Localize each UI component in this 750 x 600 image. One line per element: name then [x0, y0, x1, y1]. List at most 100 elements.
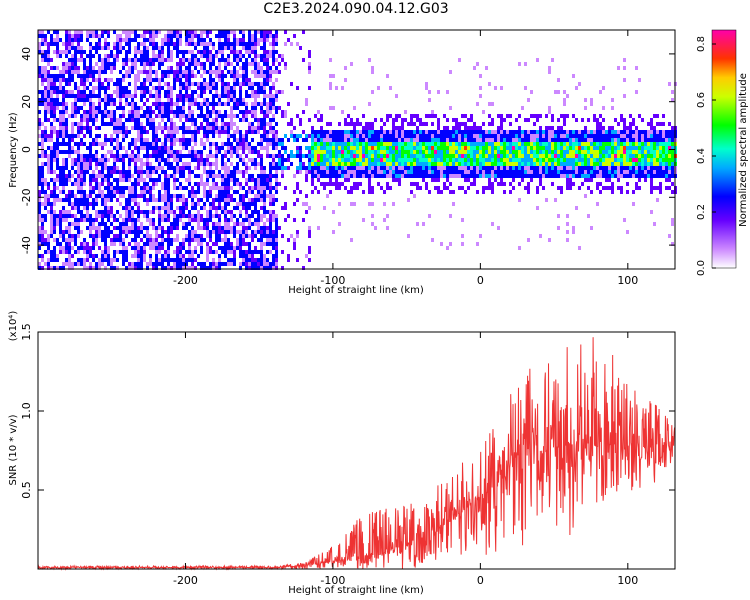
- spectrogram-cell: [245, 254, 248, 258]
- spectrogram-cell: [101, 202, 104, 206]
- spectrogram-cell: [527, 154, 530, 158]
- spectrogram-cell: [68, 226, 71, 230]
- spectrogram-cell: [317, 170, 320, 174]
- spectrogram-cell: [509, 158, 512, 162]
- spectrogram-cell: [197, 102, 200, 106]
- spectrogram-cell: [536, 150, 539, 154]
- spectrogram-cell: [266, 230, 269, 234]
- spectrogram-cell: [374, 170, 377, 174]
- spectrogram-cell: [239, 194, 242, 198]
- spectrogram-cell: [68, 70, 71, 74]
- spectrogram-cell: [212, 214, 215, 218]
- spectrogram-cell: [185, 206, 188, 210]
- spectrogram-cell: [227, 190, 230, 194]
- spectrogram-cell: [173, 110, 176, 114]
- spectrogram-cell: [368, 202, 371, 206]
- spectrogram-cell: [71, 34, 74, 38]
- spectrogram-cell: [359, 166, 362, 170]
- spectrogram-cell: [101, 262, 104, 266]
- spectrogram-cell: [116, 266, 119, 270]
- spectrogram-cell: [503, 182, 506, 186]
- spectrogram-cell: [389, 166, 392, 170]
- spectrogram-cell: [497, 130, 500, 134]
- spectrogram-cell: [389, 138, 392, 142]
- spectrogram-cell: [53, 98, 56, 102]
- spectrogram-cell: [74, 150, 77, 154]
- spectrogram-cell: [221, 122, 224, 126]
- spectrogram-cell: [251, 178, 254, 182]
- spectrogram-cell: [194, 250, 197, 254]
- spectrogram-cell: [566, 150, 569, 154]
- spectrogram-cell: [113, 154, 116, 158]
- spectrogram-cell: [152, 246, 155, 250]
- spectrogram-cell: [395, 170, 398, 174]
- spectrogram-cell: [38, 34, 41, 38]
- spectrogram-cell: [56, 66, 59, 70]
- spectrogram-cell: [245, 146, 248, 150]
- spectrogram-cell: [95, 134, 98, 138]
- spectrogram-cell: [518, 154, 521, 158]
- spectrogram-cell: [530, 142, 533, 146]
- spectrogram-cell: [212, 250, 215, 254]
- spectrogram-cell: [266, 150, 269, 154]
- spectrogram-cell: [230, 162, 233, 166]
- spectrogram-cell: [275, 34, 278, 38]
- spectrogram-cell: [545, 138, 548, 142]
- spectrogram-cell: [215, 150, 218, 154]
- spectrogram-cell: [134, 110, 137, 114]
- spectrogram-cell: [92, 158, 95, 162]
- spectrogram-cell: [62, 94, 65, 98]
- spectrogram-cell: [122, 90, 125, 94]
- spectrogram-cell: [263, 130, 266, 134]
- spectrogram-cell: [209, 218, 212, 222]
- spectrogram-cell: [218, 126, 221, 130]
- spectrogram-cell: [266, 146, 269, 150]
- spectrogram-cell: [86, 226, 89, 230]
- spectrogram-cell: [401, 158, 404, 162]
- spectrogram-cell: [218, 238, 221, 242]
- spectrogram-cell: [299, 154, 302, 158]
- spectrogram-cell: [83, 62, 86, 66]
- spectrogram-cell: [161, 58, 164, 62]
- spectrogram-cell: [98, 214, 101, 218]
- spectrogram-cell: [263, 254, 266, 258]
- spectrogram-cell: [365, 142, 368, 146]
- spectrogram-cell: [440, 134, 443, 138]
- spectrogram-cell: [467, 166, 470, 170]
- spectrogram-cell: [386, 174, 389, 178]
- spectrogram-cell: [263, 78, 266, 82]
- spectrogram-cell: [536, 170, 539, 174]
- spectrogram-cell: [161, 246, 164, 250]
- spectrogram-cell: [227, 34, 230, 38]
- spectrogram-cell: [173, 210, 176, 214]
- spectrogram-cell: [224, 178, 227, 182]
- spectrogram-cell: [122, 114, 125, 118]
- spectrogram-cell: [53, 254, 56, 258]
- spectrogram-cell: [584, 98, 587, 102]
- spectrogram-cell: [221, 198, 224, 202]
- spectrogram-cell: [149, 42, 152, 46]
- spectrogram-cell: [407, 198, 410, 202]
- spectrogram-cell: [113, 254, 116, 258]
- spectrogram-cell: [38, 90, 41, 94]
- spectrogram-cell: [386, 134, 389, 138]
- spectrogram-cell: [161, 50, 164, 54]
- spectrogram-cell: [131, 150, 134, 154]
- spectrogram-cell: [260, 206, 263, 210]
- spectrogram-cell: [185, 98, 188, 102]
- spectrogram-cell: [314, 186, 317, 190]
- spectrogram-cell: [113, 42, 116, 46]
- spectrogram-cell: [548, 154, 551, 158]
- spectrogram-cell: [155, 226, 158, 230]
- spectrogram-cell: [272, 126, 275, 130]
- spectrogram-cell: [566, 142, 569, 146]
- spectrogram-cell: [56, 194, 59, 198]
- spectrogram-cell: [107, 78, 110, 82]
- spectrogram-cell: [65, 250, 68, 254]
- spectrogram-cell: [104, 198, 107, 202]
- spectrogram-cell: [47, 198, 50, 202]
- spectrogram-cell: [305, 194, 308, 198]
- spectrogram-cell: [161, 254, 164, 258]
- spectrogram-cell: [521, 162, 524, 166]
- spectrogram-cell: [314, 142, 317, 146]
